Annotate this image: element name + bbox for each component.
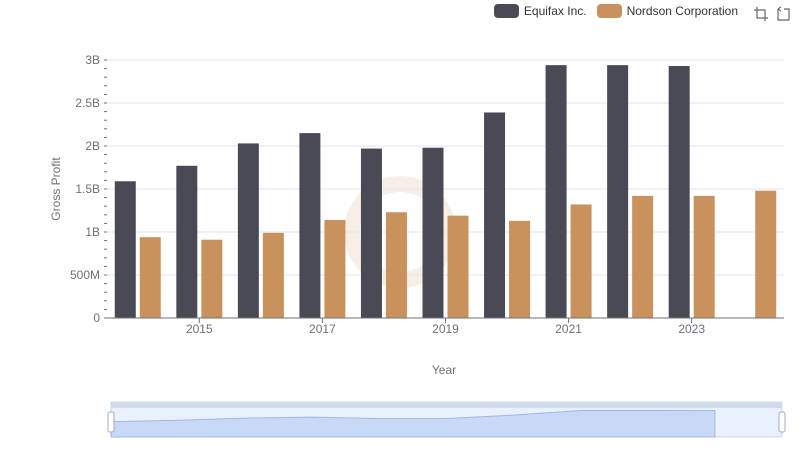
y-tick-label: 2B bbox=[85, 139, 100, 153]
zoom-select-icon[interactable] bbox=[753, 6, 769, 22]
y-tick-label: 3B bbox=[85, 53, 100, 67]
zoom-selection[interactable] bbox=[111, 408, 782, 437]
bar-nordson[interactable] bbox=[385, 212, 407, 318]
bar-nordson[interactable] bbox=[693, 195, 715, 318]
zoom-preview-area bbox=[110, 410, 716, 438]
x-axis-title: Year bbox=[432, 363, 456, 377]
bar-equifax[interactable] bbox=[176, 165, 198, 318]
bar-equifax[interactable] bbox=[422, 147, 444, 318]
bar-nordson[interactable] bbox=[632, 195, 654, 318]
bar-equifax[interactable] bbox=[114, 181, 136, 318]
x-tick-label: 2015 bbox=[186, 322, 213, 336]
zoom-handle-right[interactable] bbox=[778, 411, 786, 433]
bar-nordson[interactable] bbox=[447, 215, 469, 318]
bar-nordson[interactable] bbox=[262, 232, 284, 318]
bar-nordson[interactable] bbox=[755, 190, 777, 318]
legend-swatch-equifax bbox=[493, 4, 519, 18]
zoom-reset-icon[interactable] bbox=[775, 6, 791, 22]
x-tick-label: 2019 bbox=[432, 322, 459, 336]
bar-nordson[interactable] bbox=[139, 237, 161, 318]
chart-toolbar bbox=[753, 6, 791, 22]
bar-nordson[interactable] bbox=[509, 220, 531, 318]
legend-swatch-nordson bbox=[596, 4, 622, 18]
bar-nordson[interactable] bbox=[324, 219, 346, 318]
legend-label-nordson: Nordson Corporation bbox=[626, 4, 738, 18]
legend-item-nordson[interactable]: Nordson Corporation bbox=[596, 4, 738, 18]
bar-equifax[interactable] bbox=[545, 65, 567, 318]
bar-equifax[interactable] bbox=[237, 143, 259, 318]
y-tick-label: 500M bbox=[70, 268, 100, 282]
y-axis-title: Gross Profit bbox=[49, 157, 63, 221]
zoom-handle-left[interactable] bbox=[107, 411, 115, 433]
legend: Equifax Inc. Nordson Corporation bbox=[493, 4, 738, 18]
bar-equifax[interactable] bbox=[360, 148, 382, 318]
bar-equifax[interactable] bbox=[668, 66, 690, 319]
bar-equifax[interactable] bbox=[299, 133, 321, 318]
x-tick-label: 2021 bbox=[555, 322, 582, 336]
bar-nordson[interactable] bbox=[201, 239, 223, 318]
y-tick-label: 1B bbox=[85, 225, 100, 239]
y-tick-label: 0 bbox=[93, 311, 100, 325]
x-tick-label: 2023 bbox=[678, 322, 705, 336]
bar-equifax[interactable] bbox=[484, 112, 506, 319]
legend-label-equifax: Equifax Inc. bbox=[523, 4, 587, 18]
bar-nordson[interactable] bbox=[570, 204, 592, 318]
zoom-move-bar[interactable] bbox=[111, 402, 782, 408]
x-tick-label: 2017 bbox=[309, 322, 336, 336]
y-tick-label: 2.5B bbox=[75, 96, 100, 110]
bar-equifax[interactable] bbox=[607, 65, 629, 318]
legend-item-equifax[interactable]: Equifax Inc. bbox=[493, 4, 587, 18]
y-tick-label: 1.5B bbox=[75, 182, 100, 196]
